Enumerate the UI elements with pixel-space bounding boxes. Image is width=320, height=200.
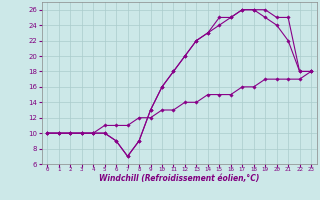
- X-axis label: Windchill (Refroidissement éolien,°C): Windchill (Refroidissement éolien,°C): [99, 174, 260, 183]
